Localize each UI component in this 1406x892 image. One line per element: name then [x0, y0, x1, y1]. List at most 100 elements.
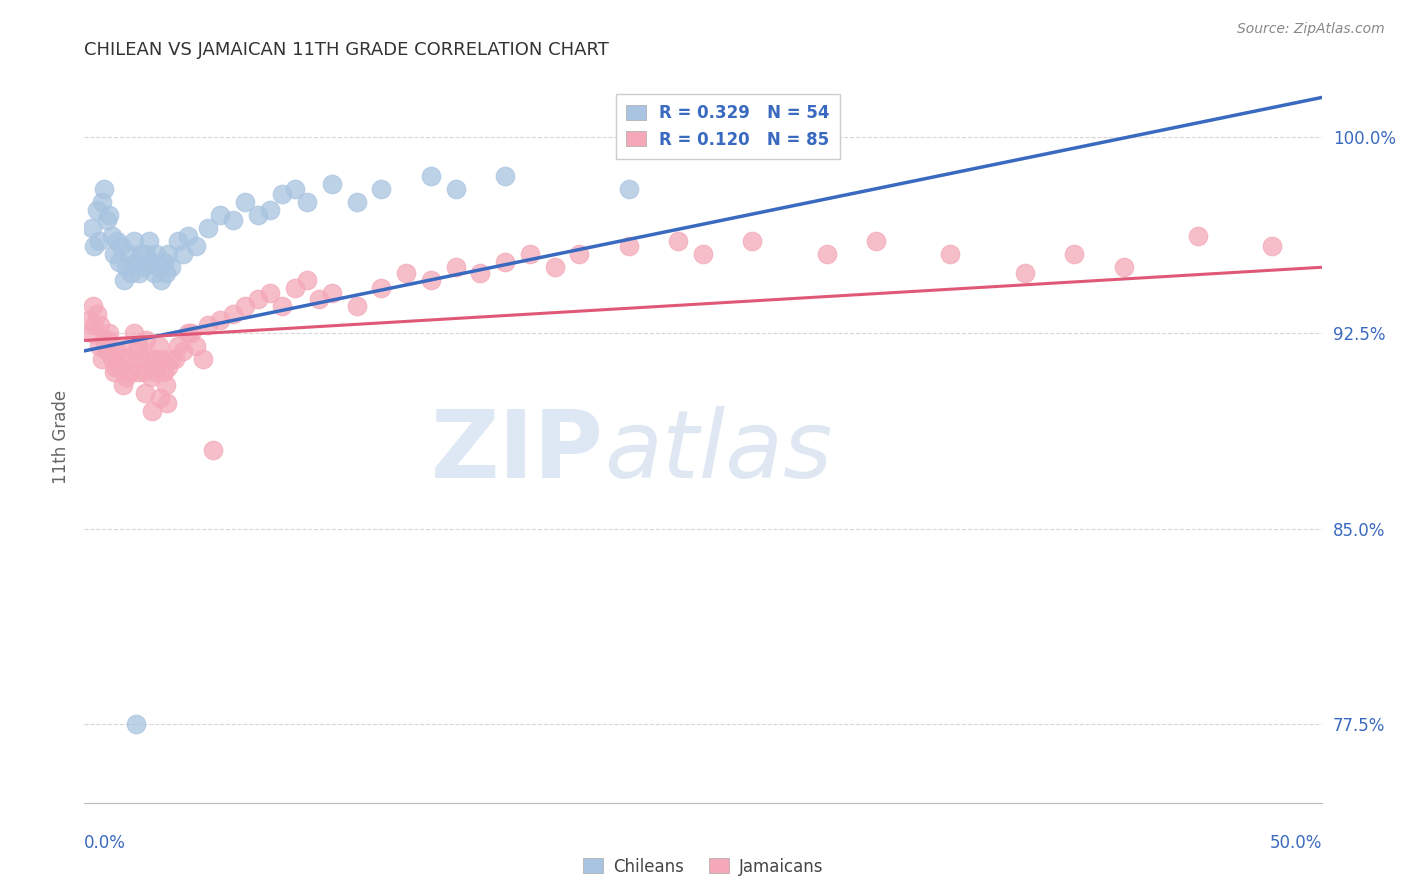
Point — [104, 359, 127, 374]
Point — [259, 202, 281, 217]
Point — [83, 239, 105, 253]
Legend: Chileans, Jamaicans: Chileans, Jamaicans — [576, 851, 830, 882]
Point — [271, 187, 294, 202]
Point — [184, 339, 207, 353]
Point — [152, 255, 174, 269]
Point — [83, 318, 105, 332]
Point — [163, 351, 186, 366]
Point — [132, 260, 155, 275]
Point — [118, 247, 141, 261]
Point — [346, 300, 368, 314]
Y-axis label: 11th Grade: 11th Grade — [52, 390, 70, 484]
Point — [97, 334, 120, 348]
Point — [271, 300, 294, 314]
Point — [100, 351, 122, 366]
Point — [105, 234, 128, 248]
Point — [115, 260, 138, 275]
Point — [115, 370, 138, 384]
Point — [156, 396, 179, 410]
Text: Source: ZipAtlas.com: Source: ZipAtlas.com — [1237, 22, 1385, 37]
Point — [1063, 247, 1085, 261]
Point — [125, 255, 148, 269]
Point — [89, 318, 111, 332]
Point — [122, 234, 145, 248]
Point — [246, 208, 269, 222]
Point — [110, 239, 132, 253]
Point — [142, 266, 165, 280]
Point — [80, 221, 103, 235]
Point — [145, 247, 167, 261]
Point — [370, 281, 392, 295]
Text: atlas: atlas — [605, 406, 832, 497]
Point — [177, 326, 200, 340]
Point — [112, 351, 135, 366]
Point — [259, 286, 281, 301]
Point — [82, 300, 104, 314]
Point — [543, 260, 565, 275]
Point — [284, 281, 307, 295]
Point — [129, 247, 152, 261]
Point — [148, 260, 170, 275]
Point — [444, 182, 467, 196]
Point — [120, 365, 142, 379]
Point — [202, 443, 225, 458]
Point — [419, 169, 441, 183]
Point — [160, 260, 183, 275]
Point — [134, 385, 156, 400]
Point — [152, 365, 174, 379]
Point — [246, 292, 269, 306]
Point — [346, 194, 368, 209]
Point — [167, 339, 190, 353]
Point — [184, 239, 207, 253]
Point — [135, 334, 157, 348]
Point — [321, 177, 343, 191]
Text: CHILEAN VS JAMAICAN 11TH GRADE CORRELATION CHART: CHILEAN VS JAMAICAN 11TH GRADE CORRELATI… — [84, 41, 609, 59]
Point — [308, 292, 330, 306]
Point — [815, 247, 838, 261]
Point — [494, 255, 516, 269]
Text: ZIP: ZIP — [432, 406, 605, 498]
Point — [160, 351, 183, 366]
Point — [138, 351, 160, 366]
Point — [222, 213, 245, 227]
Point — [90, 194, 112, 209]
Point — [568, 247, 591, 261]
Point — [86, 307, 108, 321]
Point — [141, 370, 163, 384]
Point — [103, 365, 125, 379]
Point — [111, 377, 134, 392]
Point — [135, 247, 157, 261]
Text: 0.0%: 0.0% — [84, 834, 127, 852]
Point — [233, 194, 256, 209]
Point — [167, 234, 190, 248]
Point — [93, 334, 115, 348]
Point — [108, 359, 131, 374]
Point — [108, 255, 131, 269]
Point — [172, 247, 194, 261]
Point — [145, 365, 167, 379]
Point — [172, 343, 194, 358]
Point — [98, 326, 121, 340]
Point — [128, 339, 150, 353]
Point — [191, 351, 214, 366]
Point — [155, 377, 177, 392]
Point — [865, 234, 887, 248]
Point — [470, 266, 492, 280]
Point — [132, 365, 155, 379]
Point — [321, 286, 343, 301]
Point — [79, 312, 101, 326]
Point — [96, 343, 118, 358]
Point — [86, 202, 108, 217]
Point — [127, 365, 149, 379]
Point — [138, 234, 160, 248]
Point — [150, 351, 173, 366]
Point — [1187, 228, 1209, 243]
Point — [666, 234, 689, 248]
Point — [141, 404, 163, 418]
Point — [197, 221, 219, 235]
Point — [98, 208, 121, 222]
Point — [197, 318, 219, 332]
Point — [80, 326, 103, 340]
Point — [155, 266, 177, 280]
Point — [89, 234, 111, 248]
